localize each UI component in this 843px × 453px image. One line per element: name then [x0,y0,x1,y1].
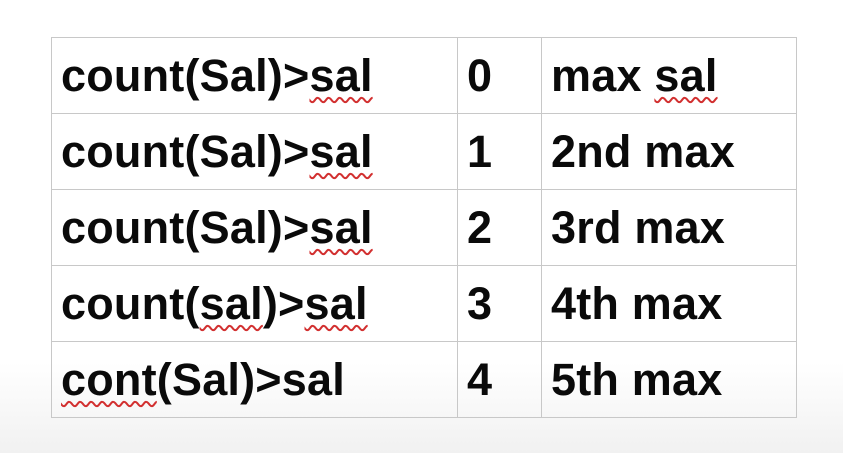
expression-cell: count(sal)>sal [51,265,458,342]
rank-label-cell: 2nd max [541,113,797,190]
spellcheck-flagged-word: sal [309,201,373,253]
text-segment: count(Sal)> [61,49,310,101]
rank-label-cell: 5th max [541,341,797,418]
text-segment: (Sal)> [156,353,282,405]
spellcheck-flagged-word: sal [309,125,373,177]
rank-number-cell: 0 [457,37,542,114]
rank-label-cell-text: 5th max [551,354,722,406]
spellcheck-flagged-word: sal [304,277,368,329]
rank-number-cell: 2 [457,189,542,266]
text-segment: count(Sal)> [61,125,310,177]
spellcheck-flagged-word: sal [654,49,718,101]
text-segment: 3rd max [551,201,725,253]
rank-label-cell: max sal [541,37,797,114]
expression-cell-text: count(Sal)>sal [61,126,373,178]
spellcheck-flagged-word: sal [309,49,373,101]
expression-cell-text: count(Sal)>sal [61,202,373,254]
rank-label-cell-text: 3rd max [551,202,725,254]
text-segment: count(Sal)> [61,201,310,253]
expression-cell: count(Sal)>sal [51,113,458,190]
rank-number-cell: 1 [457,113,542,190]
spellcheck-flagged-word: sal [199,277,263,329]
expression-cell: cont(Sal)>sal [51,341,458,418]
table-body: count(Sal)>sal 0 max sal count(Sal)>sal 1 2nd… [51,37,797,418]
expression-cell: count(Sal)>sal [51,189,458,266]
table-row: count(Sal)>sal 0 max sal [51,37,797,114]
text-segment: 5th max [551,353,723,405]
table-row: count(Sal)>sal 1 2nd max [51,113,797,190]
rank-label-cell-text: 4th max [551,278,722,330]
text-segment: 2nd max [551,125,735,177]
text-segment: 4th max [551,277,723,329]
salary-rank-table: count(Sal)>sal 0 max sal count(Sal)>sal 1 2nd… [51,37,797,418]
expression-cell-text: count(Sal)>sal [61,50,373,102]
table-row: count(sal)>sal 3 4th max [51,265,797,342]
text-segment: count( [61,277,200,329]
text-segment: sal [281,353,345,405]
expression-cell: count(Sal)>sal [51,37,458,114]
table-row: count(Sal)>sal 2 3rd max [51,189,797,266]
expression-cell-text: count(sal)>sal [61,278,368,330]
text-segment: )> [262,277,305,329]
table-row: cont(Sal)>sal 4 5th max [51,341,797,418]
expression-cell-text: cont(Sal)>sal [61,354,345,406]
text-segment: max [551,49,655,101]
spellcheck-flagged-word: cont [61,353,157,405]
rank-number-cell: 4 [457,341,542,418]
rank-number-cell: 3 [457,265,542,342]
rank-label-cell-text: 2nd max [551,126,735,178]
rank-label-cell: 4th max [541,265,797,342]
rank-label-cell: 3rd max [541,189,797,266]
rank-label-cell-text: max sal [551,50,718,102]
